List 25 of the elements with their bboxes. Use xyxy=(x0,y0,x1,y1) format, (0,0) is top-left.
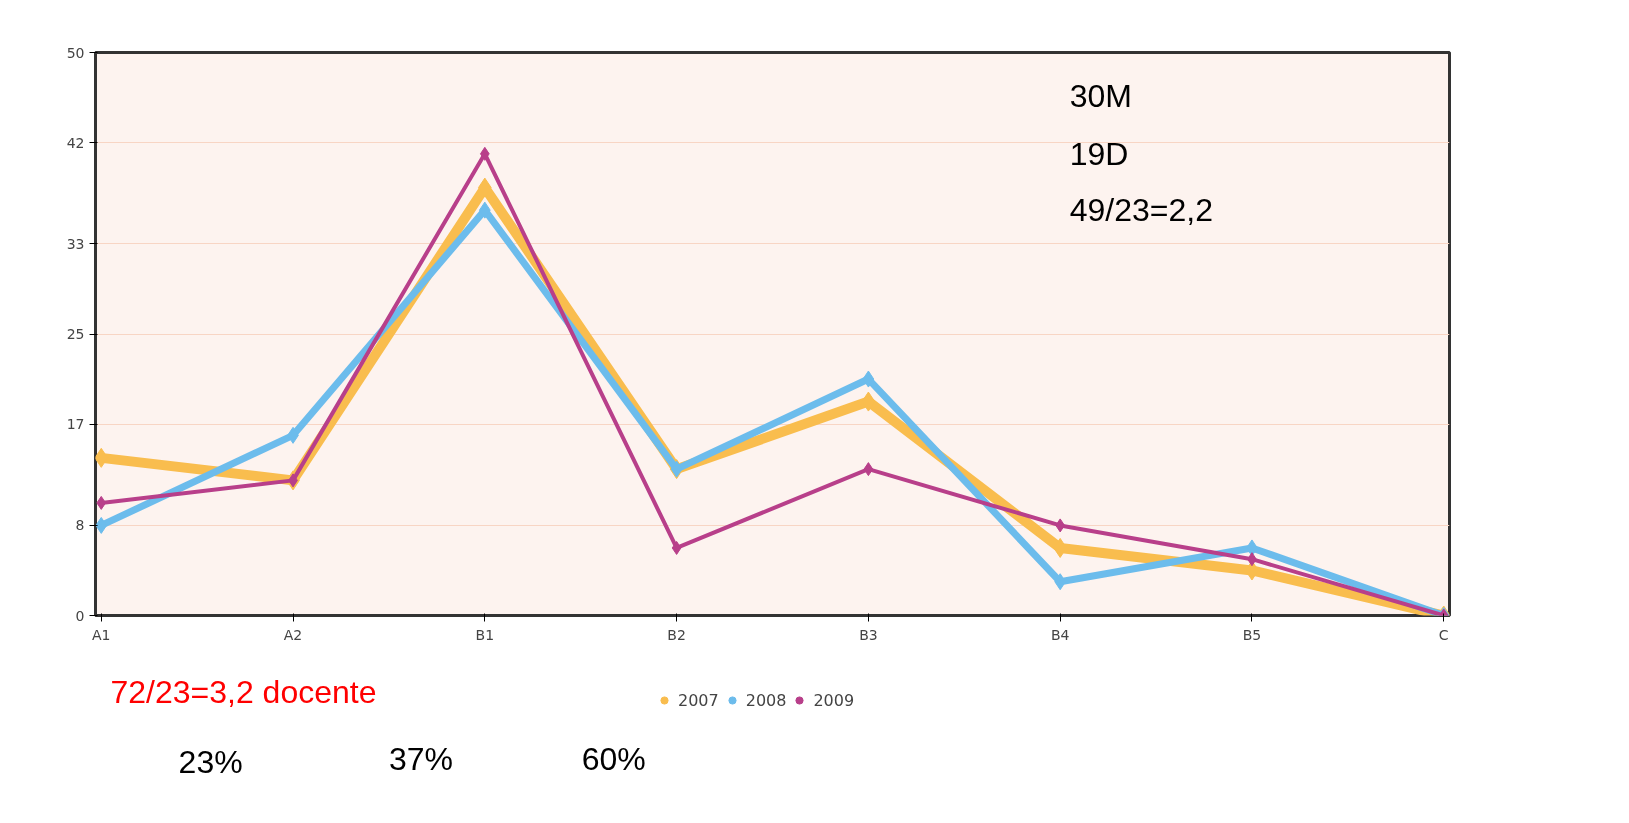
annotation: 19D xyxy=(1069,135,1129,172)
y-tick-label: 42 xyxy=(66,134,85,151)
x-tick-label: B4 xyxy=(1050,626,1070,643)
text: 60% xyxy=(581,740,646,777)
x-tick-label: B2 xyxy=(667,626,686,643)
x-tick-label: B5 xyxy=(1242,626,1262,643)
legend-label: 2007 xyxy=(678,690,719,710)
text: 23% xyxy=(178,743,243,780)
legend-label: 2009 xyxy=(813,690,855,710)
y-tick-label: 33 xyxy=(66,235,85,252)
y-tick-label: 25 xyxy=(66,326,85,342)
y-tick-label: 8 xyxy=(75,517,85,534)
text: 37% xyxy=(388,740,453,777)
x-tick-label: B1 xyxy=(475,626,495,643)
annotation: 30M xyxy=(1069,78,1133,115)
x-tick-label: C xyxy=(1438,626,1449,643)
text: 72/23=3,2 docente xyxy=(110,673,377,710)
y-tick-label: 17 xyxy=(66,416,85,433)
y-tick-label: 0 xyxy=(75,607,85,624)
annotation: 49/23=2,2 xyxy=(1069,192,1214,229)
y-tick-label: 50 xyxy=(66,44,85,61)
x-tick-label: B3 xyxy=(859,626,878,643)
legend-label: 2008 xyxy=(745,690,787,710)
x-tick-label: A2 xyxy=(283,626,303,643)
x-tick-label: A1 xyxy=(92,626,111,643)
